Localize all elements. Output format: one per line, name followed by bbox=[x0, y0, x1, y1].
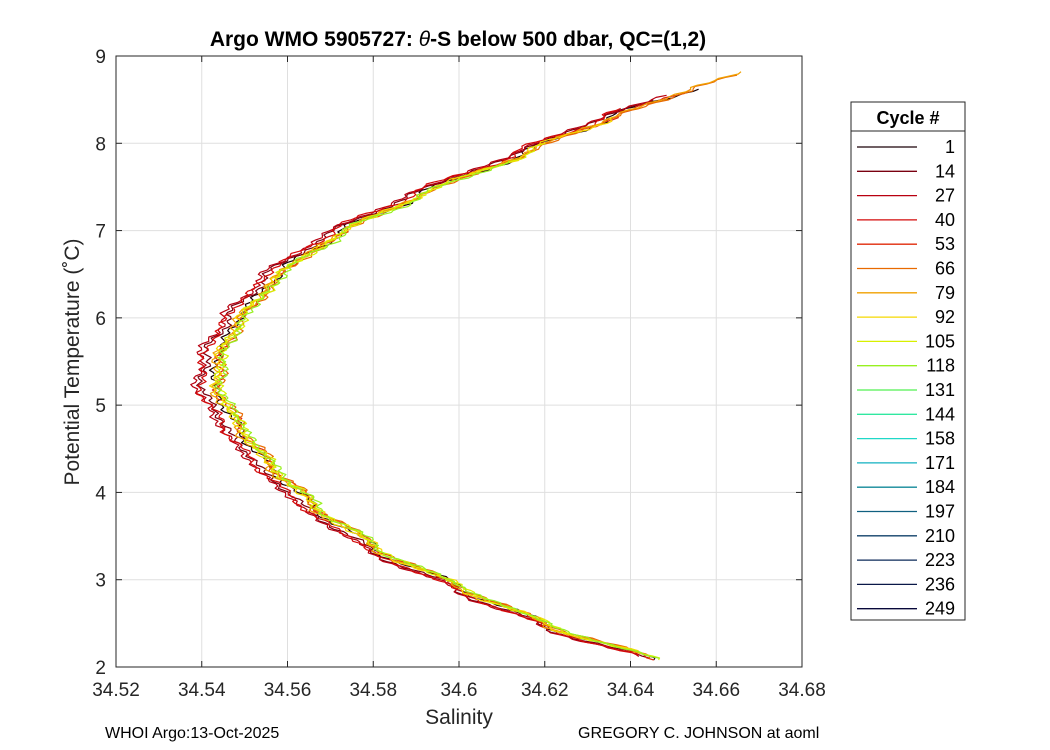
y-axis-label: Potential Temperature (˚C) bbox=[61, 238, 84, 485]
axis-ticks: 34.52 34.54 34.56 34.58 34.6 34.62 34.64 34.66 3… bbox=[92, 47, 826, 701]
legend-label-184: 184 bbox=[925, 477, 955, 497]
x-tick-label: 34.6 bbox=[441, 680, 478, 701]
legend-entries: 1 14 27 40 53 66 79 92 105 118 131 144 158 171 184 197 2… bbox=[857, 137, 955, 619]
x-tick-label: 34.52 bbox=[92, 680, 140, 701]
y-tick-label: 6 bbox=[95, 309, 106, 330]
legend-label-223: 223 bbox=[925, 550, 955, 570]
x-tick-label: 34.64 bbox=[607, 680, 655, 701]
legend-label-1: 1 bbox=[945, 137, 955, 157]
x-tick-label: 34.54 bbox=[178, 680, 226, 701]
legend-label-118: 118 bbox=[926, 356, 955, 376]
legend-label-79: 79 bbox=[935, 283, 955, 303]
legend-label-236: 236 bbox=[925, 574, 955, 594]
legend-label-158: 158 bbox=[925, 429, 955, 449]
legend-title: Cycle # bbox=[876, 108, 939, 128]
x-tick-label: 34.66 bbox=[692, 680, 740, 701]
x-tick-label: 34.58 bbox=[349, 680, 397, 701]
series-line-40 bbox=[196, 107, 639, 656]
x-tick-label: 34.68 bbox=[778, 680, 826, 701]
series-line-79 bbox=[209, 71, 742, 658]
legend-box bbox=[850, 101, 966, 621]
legend: Cycle # 1 14 27 40 53 66 79 92 105 118 131 144 158 17… bbox=[850, 101, 966, 621]
legend-label-144: 144 bbox=[925, 404, 955, 424]
y-tick-label: 5 bbox=[95, 396, 106, 417]
legend-label-197: 197 bbox=[925, 502, 955, 522]
y-tick-label: 2 bbox=[95, 658, 106, 679]
legend-label-27: 27 bbox=[935, 186, 955, 206]
series-line-105 bbox=[213, 142, 661, 661]
legend-label-171: 171 bbox=[925, 453, 955, 473]
x-tick-label: 34.56 bbox=[264, 680, 312, 701]
footer-source: WHOI Argo:13-Oct-2025 bbox=[105, 725, 280, 742]
series-line-92 bbox=[208, 116, 647, 656]
y-tick-label: 9 bbox=[95, 47, 106, 68]
legend-label-66: 66 bbox=[935, 259, 955, 279]
legend-label-249: 249 bbox=[925, 599, 955, 619]
legend-label-92: 92 bbox=[935, 307, 955, 327]
legend-label-105: 105 bbox=[925, 331, 955, 351]
legend-label-40: 40 bbox=[935, 210, 955, 230]
x-tick-label: 34.62 bbox=[521, 680, 569, 701]
y-tick-label: 7 bbox=[95, 222, 106, 243]
legend-label-53: 53 bbox=[935, 234, 955, 254]
footer-author: GREGORY C. JOHNSON at aoml bbox=[578, 725, 820, 742]
y-tick-label: 3 bbox=[95, 571, 106, 592]
series-line-118 bbox=[213, 160, 660, 659]
series-lines bbox=[190, 71, 742, 661]
y-tick-label: 8 bbox=[95, 134, 106, 155]
y-tick-label: 4 bbox=[95, 483, 106, 504]
legend-label-14: 14 bbox=[935, 161, 955, 181]
legend-label-210: 210 bbox=[925, 526, 955, 546]
legend-label-131: 131 bbox=[925, 380, 955, 400]
x-axis-label: Salinity bbox=[425, 706, 493, 729]
chart-title: Argo WMO 5905727: θ-S below 500 dbar, QC… bbox=[210, 28, 706, 51]
